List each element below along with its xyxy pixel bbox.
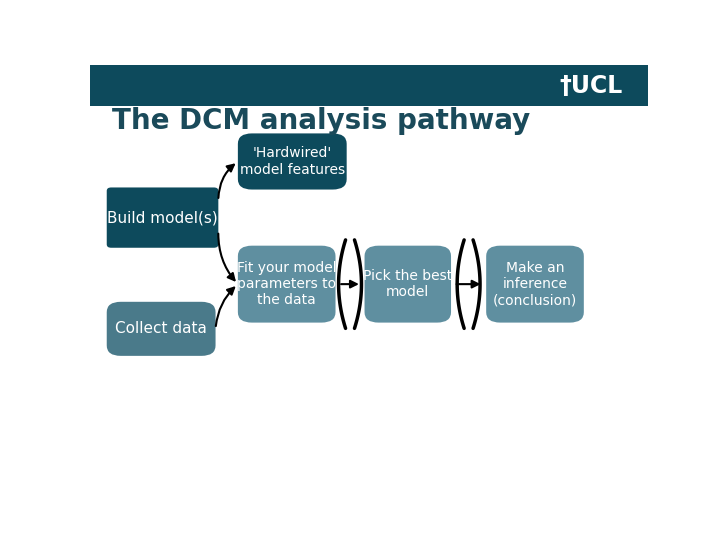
- Text: The DCM analysis pathway: The DCM analysis pathway: [112, 107, 531, 135]
- Text: Make an
inference
(conclusion): Make an inference (conclusion): [493, 261, 577, 307]
- FancyBboxPatch shape: [238, 246, 336, 322]
- Text: 'Hardwired'
model features: 'Hardwired' model features: [240, 146, 345, 177]
- FancyBboxPatch shape: [364, 246, 451, 322]
- FancyBboxPatch shape: [486, 246, 584, 322]
- FancyBboxPatch shape: [107, 302, 215, 356]
- FancyBboxPatch shape: [238, 133, 347, 190]
- FancyBboxPatch shape: [107, 187, 218, 248]
- Text: Collect data: Collect data: [115, 321, 207, 336]
- FancyBboxPatch shape: [90, 65, 648, 106]
- Text: Build model(s): Build model(s): [107, 210, 218, 225]
- Text: †UCL: †UCL: [559, 73, 623, 98]
- Text: Fit your model
parameters to
the data: Fit your model parameters to the data: [237, 261, 336, 307]
- Text: Pick the best
model: Pick the best model: [363, 269, 452, 299]
